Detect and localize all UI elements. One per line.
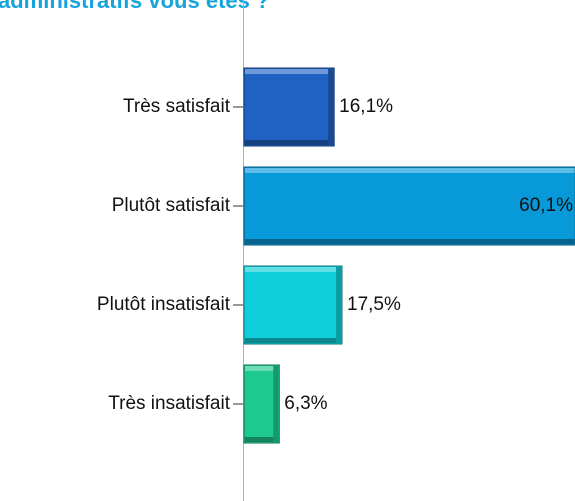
bar-edge <box>273 366 279 442</box>
y-tick-label: Plutôt satisfait <box>112 195 231 216</box>
y-tick-label: Plutôt insatisfait <box>97 294 231 315</box>
bar-shadow <box>245 338 341 343</box>
bar-edge <box>336 267 341 343</box>
bar-shadow <box>245 437 279 442</box>
bar <box>243 67 335 147</box>
value-label: 17,5% <box>347 294 401 315</box>
bar <box>243 166 575 246</box>
bar <box>243 265 343 345</box>
y-tick-label: Très satisfait <box>123 96 231 117</box>
chart-title: administratifs vous êtes ? <box>0 0 269 13</box>
bar-highlight <box>245 267 341 272</box>
value-label: 6,3% <box>284 393 327 414</box>
value-label: 60,1% <box>519 195 573 216</box>
bar-edge <box>328 69 334 145</box>
bar-shadow <box>245 140 334 145</box>
bar-highlight <box>245 69 334 74</box>
y-tick-label: Très insatisfait <box>108 393 230 414</box>
bar-shadow <box>245 239 575 244</box>
bar-highlight <box>245 366 279 371</box>
value-label: 16,1% <box>339 96 393 117</box>
bar-highlight <box>245 168 575 173</box>
